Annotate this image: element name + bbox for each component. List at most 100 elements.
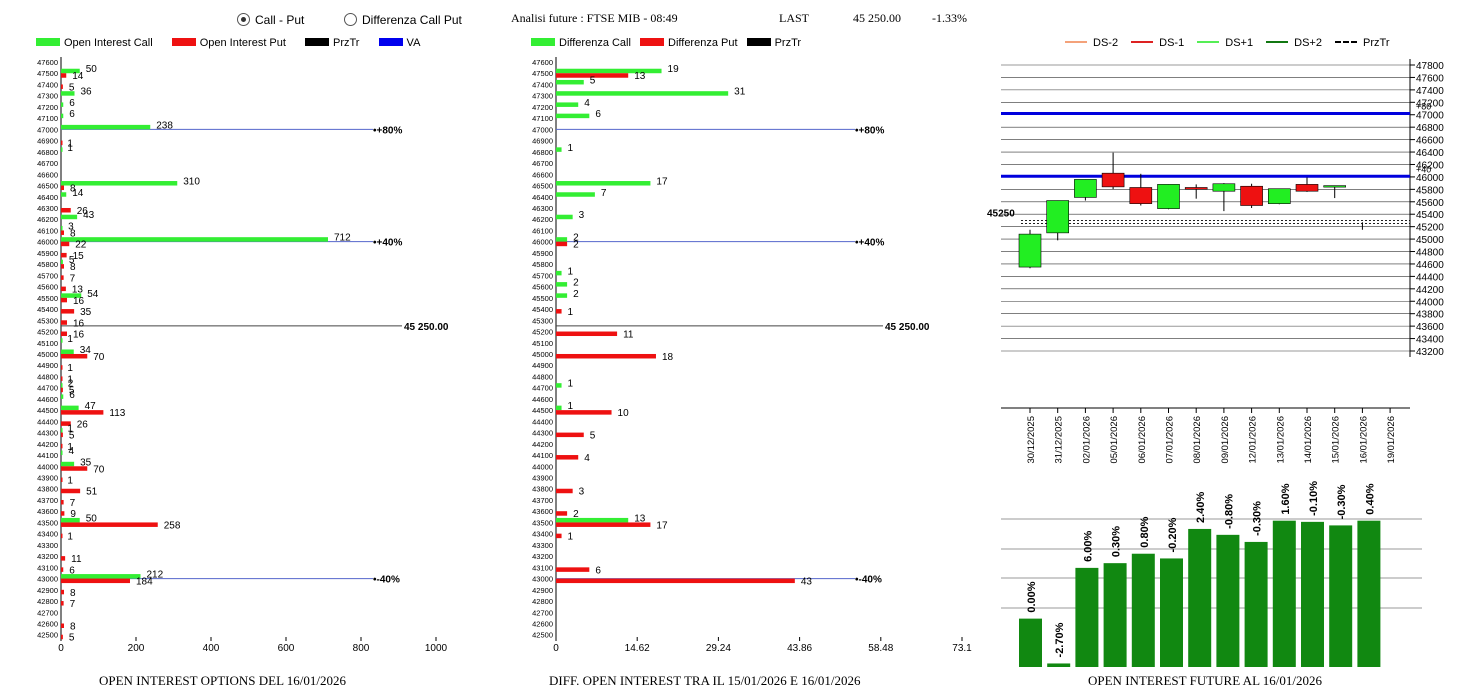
diff-call-bar bbox=[556, 102, 579, 107]
oi-strike-label: 45400 bbox=[37, 305, 58, 314]
oi-put-value: 7 bbox=[70, 273, 76, 284]
oi-strike-label: 43900 bbox=[37, 474, 58, 483]
oi-put-value: 258 bbox=[164, 520, 181, 531]
future-oi-bar-label: -0.80% bbox=[1223, 494, 1235, 529]
oi-call-value: 1 bbox=[67, 424, 73, 435]
oi-strike-label: 47300 bbox=[37, 92, 58, 101]
oi-strike-label: 42600 bbox=[37, 620, 58, 629]
oi-put-bar bbox=[61, 297, 67, 303]
diff-strike-label: 46800 bbox=[532, 148, 553, 157]
diff-strike-label: 46300 bbox=[532, 204, 553, 213]
diff-put-bar bbox=[556, 533, 562, 539]
oi-put-value: 8 bbox=[70, 622, 76, 633]
oi-put-bar bbox=[61, 511, 65, 516]
oi-call-value: 1 bbox=[67, 334, 73, 345]
candle-y-tick-label: 44000 bbox=[1416, 297, 1444, 308]
oi-put-value: 16 bbox=[73, 318, 85, 329]
radio-selected-icon[interactable] bbox=[237, 13, 250, 26]
legend-diff-put: Differenza Put bbox=[640, 37, 738, 49]
oi-call-value: 36 bbox=[81, 87, 93, 98]
diff-strike-label: 46200 bbox=[532, 215, 553, 224]
diff-strike-label: 47600 bbox=[532, 58, 553, 67]
oi-call-bar bbox=[61, 102, 64, 107]
diff-put-bar bbox=[556, 522, 651, 527]
diff-put-bar bbox=[556, 488, 573, 494]
candle-date-label: 05/01/2026 bbox=[1109, 416, 1120, 464]
oi-put-bar bbox=[61, 556, 66, 561]
legend-ds-m2: DS-2 bbox=[1065, 37, 1118, 49]
oi-call-value: 6 bbox=[69, 390, 75, 401]
radio-call-put[interactable]: Call - Put bbox=[237, 13, 304, 27]
candle-y-tick-label: 45800 bbox=[1416, 185, 1444, 196]
diff-strike-label: 43400 bbox=[532, 530, 553, 539]
oi-put-bar bbox=[61, 421, 71, 426]
diff-strike-label: 44100 bbox=[532, 451, 553, 460]
diff-strike-label: 44800 bbox=[532, 372, 553, 381]
diff-put-value: 10 bbox=[618, 408, 630, 419]
diff-prztr-label: 45 250.00 bbox=[885, 322, 930, 333]
future-oi-bar-label: -0.20% bbox=[1167, 517, 1179, 552]
oi-put-value: 9 bbox=[70, 509, 76, 520]
diff-put-value: 6 bbox=[595, 565, 601, 576]
oi-call-bar bbox=[61, 383, 63, 388]
oi-x-tick-label: 200 bbox=[128, 643, 145, 654]
legend-ds-m1-label: DS-1 bbox=[1159, 37, 1185, 49]
oi-va-label: •+80% bbox=[373, 125, 402, 136]
candle-y-tick-label: 46800 bbox=[1416, 123, 1444, 134]
oi-call-bar bbox=[61, 124, 151, 130]
radio-diff[interactable]: Differenza Call Put bbox=[344, 13, 462, 27]
candle-y-tick-label: 43800 bbox=[1416, 310, 1444, 321]
oi-put-bar bbox=[61, 241, 70, 247]
candle-body bbox=[1046, 200, 1070, 234]
oi-call-bar bbox=[61, 574, 141, 579]
candle-date-label: 09/01/2026 bbox=[1220, 416, 1231, 464]
diff-call-value: 13 bbox=[634, 513, 646, 524]
oi-put-bar bbox=[61, 320, 67, 325]
diff-call-value: 17 bbox=[656, 177, 668, 188]
ds-prztr-line-icon bbox=[1335, 41, 1358, 43]
diff-call-bar bbox=[556, 237, 568, 242]
oi-put-bar bbox=[61, 410, 104, 415]
oi-strike-label: 45900 bbox=[37, 249, 58, 258]
oi-call-bar bbox=[61, 517, 80, 523]
legend-prztr: PrzTr bbox=[305, 37, 359, 49]
oi-put-value: 35 bbox=[80, 307, 92, 318]
oi-put-bar bbox=[61, 140, 63, 146]
oi-put-value: 15 bbox=[73, 251, 85, 262]
diff-put-bar bbox=[556, 353, 656, 359]
future-oi-bar-label: -0.30% bbox=[1336, 484, 1348, 519]
oi-put-bar bbox=[61, 387, 63, 393]
oi-strike-label: 45100 bbox=[37, 339, 58, 348]
diff-put-bar bbox=[556, 511, 568, 516]
oi-call-value: 14 bbox=[72, 188, 84, 199]
prztr-swatch-icon bbox=[305, 38, 329, 46]
legend-prztr-label: PrzTr bbox=[333, 37, 360, 49]
oi-va-label: •+40% bbox=[373, 238, 402, 249]
candle-date-label: 31/12/2025 bbox=[1054, 416, 1065, 464]
future-oi-bar-label: 6.00% bbox=[1082, 530, 1094, 561]
radio-unselected-icon[interactable] bbox=[344, 13, 357, 26]
diff-strike-label: 44000 bbox=[532, 462, 553, 471]
diff-put-bar bbox=[556, 578, 795, 584]
future-oi-bar bbox=[1216, 534, 1240, 667]
oi-put-bar bbox=[61, 488, 81, 494]
oi-call-bar bbox=[61, 68, 80, 74]
oi-put-value: 7 bbox=[70, 599, 76, 610]
oi-put-bar bbox=[61, 230, 64, 235]
oi-put-value: 70 bbox=[93, 464, 105, 475]
diff-call-bar bbox=[556, 405, 562, 411]
future-oi-bar bbox=[1357, 520, 1381, 667]
diff-strike-label: 43600 bbox=[532, 507, 553, 516]
future-oi-bar bbox=[1075, 567, 1099, 667]
future-oi-bar bbox=[1047, 663, 1071, 667]
legend-diff-prztr: PrzTr bbox=[746, 37, 801, 49]
oi-strike-label: 46500 bbox=[37, 182, 58, 191]
diff-va-label: •+40% bbox=[855, 238, 884, 249]
oi-put-bar bbox=[61, 623, 64, 628]
oi-put-value: 13 bbox=[72, 285, 84, 296]
diff-strike-label: 47000 bbox=[532, 125, 553, 134]
oi-put-value: 1 bbox=[67, 363, 73, 374]
diff-call-bar bbox=[556, 79, 584, 85]
diff-put-value: 2 bbox=[573, 240, 579, 251]
candle-y-tick-label: 46000 bbox=[1416, 173, 1444, 184]
